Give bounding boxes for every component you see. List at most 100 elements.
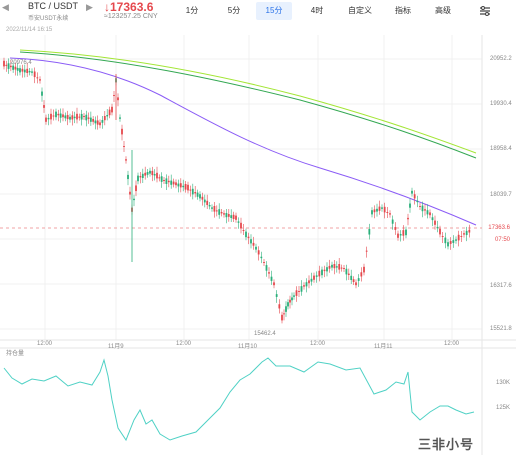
- candle-body: [285, 306, 287, 312]
- candle-body: [9, 65, 12, 68]
- tab-indicators[interactable]: 指标: [395, 6, 411, 15]
- candle-body: [321, 269, 323, 276]
- candle-body: [187, 184, 189, 191]
- candle-body: [206, 200, 209, 205]
- candle-body: [447, 242, 449, 247]
- candle-body: [424, 209, 426, 211]
- candle-body: [368, 228, 371, 235]
- settings-icon[interactable]: [478, 4, 492, 18]
- candle-body: [5, 64, 8, 66]
- candle-body: [275, 294, 278, 297]
- candle-body: [123, 146, 125, 147]
- pair-selector[interactable]: ◀ BTC / USDT 币安USDT永续 ▶: [2, 0, 93, 24]
- volume-label: 持仓量: [6, 351, 25, 357]
- candle-body: [333, 264, 336, 269]
- y-label: 18039.7: [490, 192, 512, 198]
- candle-body: [263, 262, 265, 263]
- candle-body: [230, 215, 233, 218]
- candle-body: [33, 71, 36, 78]
- x-label: 12:00: [37, 341, 53, 347]
- tab-15m[interactable]: 15分: [256, 2, 292, 20]
- pair-title: BTC / USDT: [28, 1, 79, 11]
- candle-body: [421, 205, 424, 212]
- ma-line-yellowgreen: [19, 49, 477, 154]
- candle-body: [151, 170, 154, 176]
- chevron-right-icon[interactable]: ▶: [86, 2, 93, 12]
- candle-body: [189, 189, 192, 191]
- candle-body: [211, 207, 213, 209]
- tab-custom[interactable]: 自定义: [348, 6, 372, 15]
- candle-body: [201, 196, 204, 200]
- high-marker: 20976.4: [10, 60, 32, 66]
- tab-4h[interactable]: 4时: [310, 6, 324, 15]
- candle-body: [78, 116, 81, 118]
- candle-body: [113, 95, 115, 96]
- x-label: 12:00: [310, 341, 326, 347]
- tab-advanced[interactable]: 高级: [435, 6, 451, 15]
- candle-body: [340, 267, 343, 269]
- candle-body: [149, 170, 151, 174]
- candle-body: [59, 113, 62, 118]
- candle-body: [308, 280, 310, 284]
- candle-body: [225, 213, 228, 218]
- candle-body: [184, 184, 187, 190]
- candle-body: [291, 297, 293, 301]
- candle-body: [326, 267, 328, 272]
- candle-body: [352, 279, 355, 282]
- candle-body: [281, 314, 283, 321]
- candle-body: [463, 233, 465, 235]
- watermark-logo: 三非小号: [418, 437, 475, 452]
- candle-body: [213, 206, 216, 212]
- candle-body: [252, 242, 255, 246]
- candle-body: [218, 209, 221, 215]
- candle-body: [153, 174, 156, 176]
- candle-body: [397, 233, 399, 238]
- candle-body: [156, 172, 158, 179]
- candle-body: [36, 77, 39, 79]
- candle-body: [434, 220, 436, 225]
- candle-body: [268, 272, 270, 274]
- candle-body: [350, 275, 353, 280]
- candle-body: [235, 215, 237, 220]
- candle-body: [260, 256, 263, 259]
- candle-body: [144, 172, 147, 176]
- candle-body: [47, 117, 50, 120]
- candle-body: [439, 228, 441, 235]
- candle-body: [64, 115, 67, 119]
- candle-body: [99, 122, 101, 126]
- candle-body: [108, 109, 111, 116]
- x-label: 12:00: [176, 341, 192, 347]
- candle-body: [373, 209, 376, 213]
- candle-body: [313, 275, 315, 280]
- candle-body: [215, 210, 218, 212]
- price-block: ↓17363.6 ≈123257.25 CNY: [104, 0, 176, 24]
- candle-body: [416, 200, 419, 203]
- y-label: 20952.2: [490, 56, 512, 62]
- candle-body: [457, 234, 460, 241]
- candle-body: [19, 68, 21, 73]
- last-price: ↓17363.6: [104, 0, 154, 14]
- candle-body: [177, 183, 180, 187]
- price-cny: ≈123257.25 CNY: [104, 13, 158, 20]
- candle-body: [62, 114, 64, 118]
- candle-body: [129, 191, 131, 195]
- pair-subtitle: 币安USDT永续: [28, 16, 69, 22]
- candle-body: [66, 114, 69, 120]
- countdown-tag: 07:50: [494, 237, 510, 243]
- candle-body: [127, 174, 129, 180]
- chevron-left-icon[interactable]: ◀: [2, 2, 9, 12]
- candle-body: [298, 291, 300, 292]
- candle-body: [386, 212, 389, 213]
- candle-body: [455, 239, 457, 241]
- tab-1m[interactable]: 1分: [185, 6, 199, 15]
- candle-body: [419, 206, 421, 207]
- candle-body: [106, 115, 109, 117]
- tab-5m[interactable]: 5分: [227, 6, 241, 15]
- candle-body: [247, 236, 250, 239]
- candles: [3, 57, 471, 324]
- candle-body: [165, 178, 168, 184]
- low-marker: 15462.4: [254, 331, 276, 337]
- candle-body: [237, 221, 240, 223]
- candle-body: [92, 118, 95, 122]
